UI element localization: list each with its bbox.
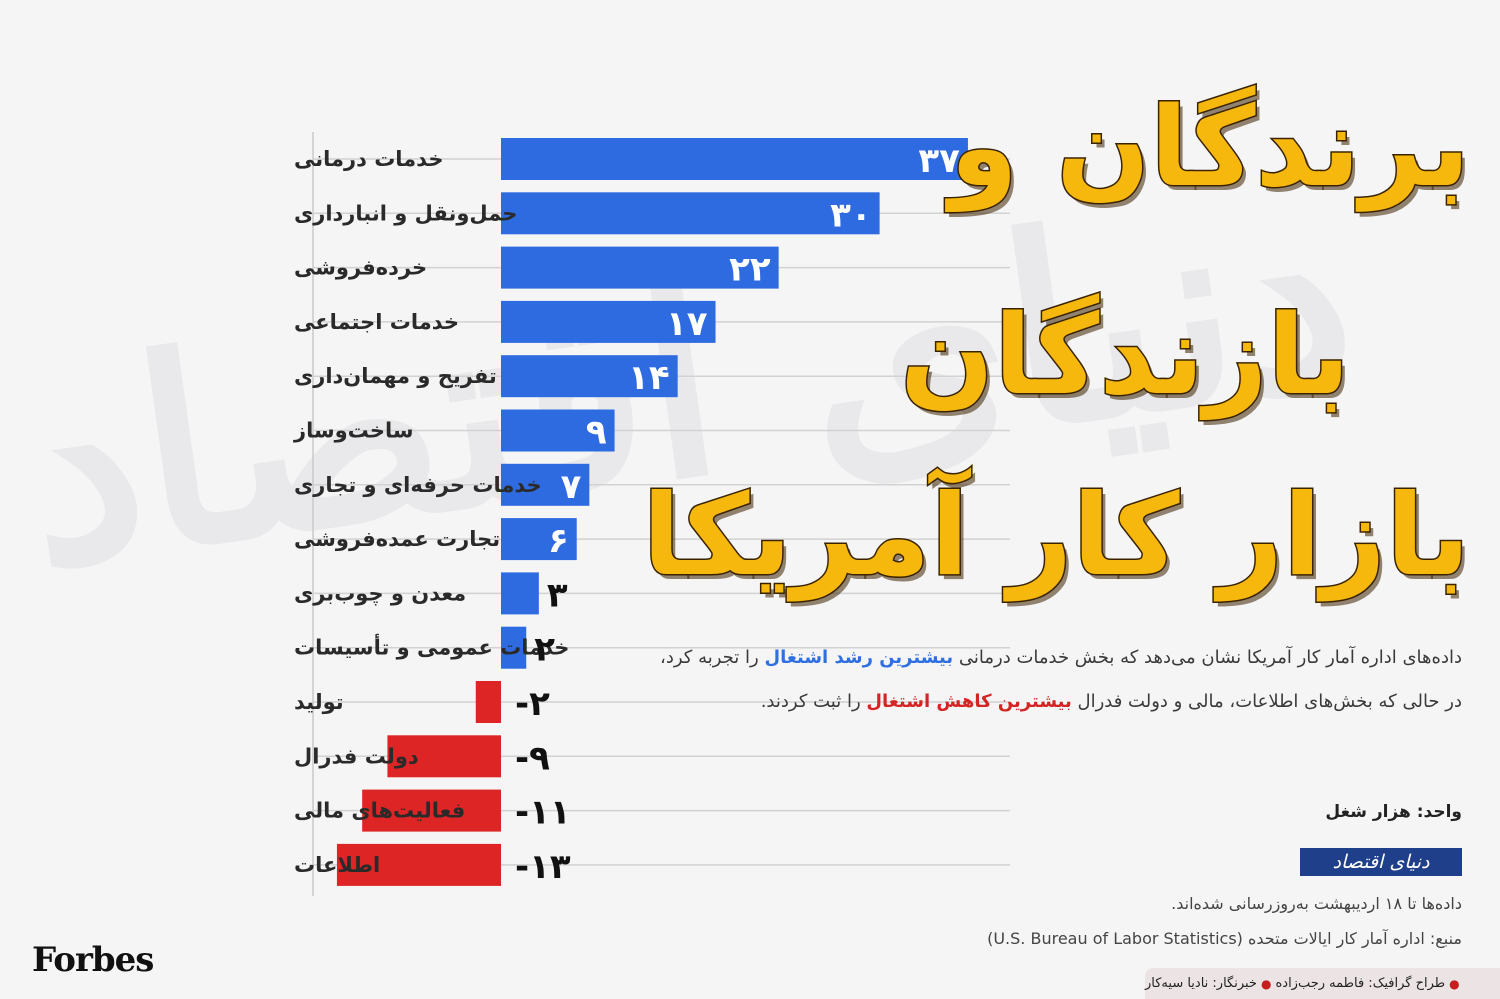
value-label: ۲ xyxy=(534,630,555,670)
description-text: داده‌های اداره آمار کار آمریکا نشان می‌د… xyxy=(958,647,1462,668)
value-label: ۱۴ xyxy=(628,358,670,398)
value-label: ۹ xyxy=(586,413,607,453)
category-label: خدمات درمانی xyxy=(294,147,443,171)
description-text: در حالی که بخش‌های اطلاعات، مالی و دولت … xyxy=(1077,691,1463,712)
category-label: ساخت‌وساز xyxy=(293,419,414,443)
bar xyxy=(501,246,779,289)
title-line-2: بازندگان xyxy=(899,291,1352,419)
bar xyxy=(501,192,880,235)
value-label: ۳۰ xyxy=(830,195,872,235)
title-line-3: بازار کار آمریکا xyxy=(641,471,1472,601)
title-line-1: برندگان و xyxy=(948,83,1471,211)
bar xyxy=(362,789,501,832)
value-label: ۷ xyxy=(561,467,582,507)
category-label: دولت فدرال xyxy=(294,744,419,768)
bar xyxy=(387,735,501,778)
category-label: خدمات اجتماعی xyxy=(294,310,459,334)
bar xyxy=(501,300,716,343)
description-text: را تجربه کرد، xyxy=(660,647,759,668)
update-note: داده‌ها تا ۱۸ اردیبهشت به‌روزرسانی شده‌ا… xyxy=(1171,894,1462,913)
bar xyxy=(501,138,968,180)
unit-label: واحد: هزار شغل xyxy=(1325,802,1462,822)
category-label: حمل‌ونقل و انبارداری xyxy=(294,201,517,225)
bar xyxy=(336,843,501,886)
bar xyxy=(501,463,590,506)
bullet-icon: ● xyxy=(1260,976,1272,991)
category-label: خرده‌فروشی xyxy=(294,256,427,280)
category-label: خدمات حرفه‌ای و تجاری xyxy=(294,473,542,497)
category-label: معدن و چوب‌بری xyxy=(294,581,466,605)
forbes-logo: Forbes xyxy=(32,940,154,980)
bar xyxy=(501,518,577,561)
source-note: منبع: اداره آمار کار ایالات متحده (U.S. … xyxy=(987,929,1462,948)
value-label: -۹ xyxy=(515,738,550,778)
value-label: ۲۲ xyxy=(729,250,771,290)
bar xyxy=(501,355,678,398)
description-line-2: در حالی که بخش‌های اطلاعات، مالی و دولت … xyxy=(761,691,1462,712)
category-label: تولید xyxy=(294,690,344,714)
category-label: خدمات عمومی و تأسیسات xyxy=(294,633,569,660)
value-label: ۶ xyxy=(548,521,569,561)
value-label: ۳ xyxy=(547,575,568,615)
bar xyxy=(501,409,615,452)
donya-eqtesad-logo: دنیای اقتصاد xyxy=(1300,848,1462,876)
highlight-decline: بیشترین کاهش اشتغال xyxy=(866,691,1072,712)
bar xyxy=(501,572,539,615)
reporter-credit: خبرنگار: نادیا سیه‌کار xyxy=(1145,976,1257,991)
description-line-1: داده‌های اداره آمار کار آمریکا نشان می‌د… xyxy=(660,647,1462,668)
credits-bar: ● طراح گرافیک: فاطمه رجب‌زاده ● خبرنگار:… xyxy=(1145,968,1500,999)
category-label: تفریح و مهمان‌داری xyxy=(294,364,497,388)
category-label: اطلاعات xyxy=(294,853,380,877)
value-label: -۲ xyxy=(515,684,550,724)
value-label: -۱۳ xyxy=(515,847,571,887)
category-label: تجارت عمده‌فروشی xyxy=(294,527,500,551)
bar xyxy=(475,681,501,723)
bar xyxy=(501,626,527,669)
bullet-icon: ● xyxy=(1449,976,1460,991)
category-label: فعالیت‌های مالی xyxy=(294,799,465,823)
designer-credit: طراح گرافیک: فاطمه رجب‌زاده xyxy=(1275,976,1446,991)
value-label: ۱۷ xyxy=(666,304,708,344)
value-label: -۱۱ xyxy=(515,793,571,833)
description-text: را ثبت کردند. xyxy=(760,691,861,712)
highlight-growth: بیشترین رشد اشتغال xyxy=(764,647,954,668)
value-label: ۳۷ xyxy=(918,141,960,181)
